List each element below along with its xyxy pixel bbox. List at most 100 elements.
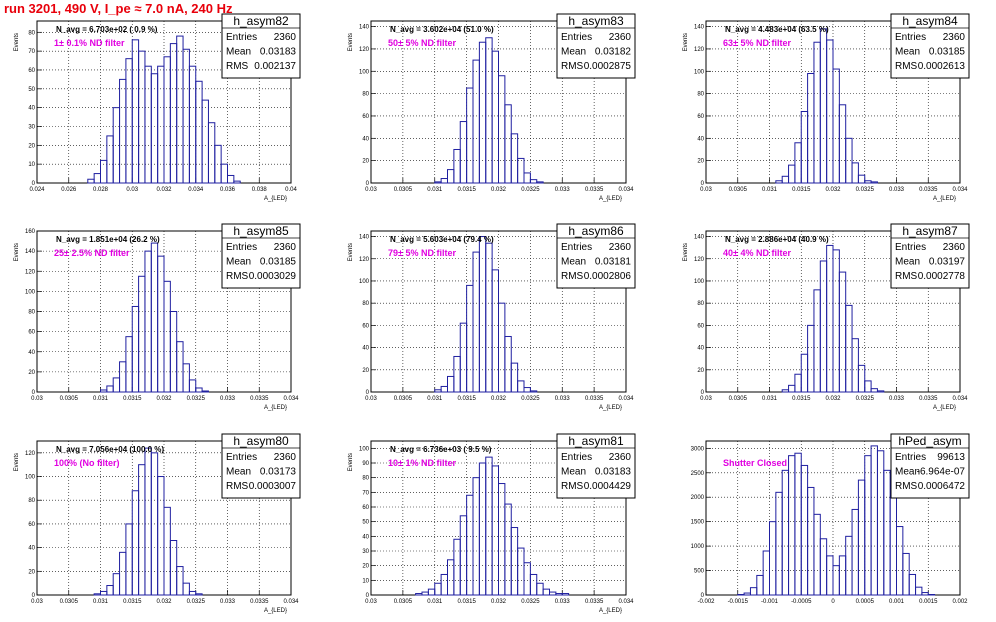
stats-value-entries: 2360 — [943, 242, 966, 253]
x-axis-label: A_{LED} — [264, 196, 287, 202]
y-axis-label: Events — [683, 243, 689, 261]
x-tick-label: 0.0335 — [585, 599, 604, 605]
y-tick-label: 0 — [701, 593, 705, 599]
histogram-series — [415, 456, 570, 596]
histogram-bin — [523, 172, 531, 184]
y-tick-label: 20 — [28, 143, 35, 149]
y-tick-label: 80 — [697, 301, 704, 307]
histogram-bin — [233, 180, 241, 184]
x-axis-label: A_{LED} — [599, 405, 622, 411]
stats-label-rms: RMS — [561, 481, 584, 492]
stats-label-rms: RMS — [895, 61, 918, 72]
stats-label-entries: Entries — [895, 32, 926, 43]
stats-box: hPed_asym Entries 99613 Mean-6.964e-07 RMS 0.… — [890, 433, 970, 499]
y-tick-label: 140 — [359, 235, 370, 241]
stats-value-entries: 2360 — [274, 452, 297, 463]
stats-box-frame — [556, 433, 636, 499]
x-tick-label: 0.034 — [618, 187, 634, 193]
x-tick-label: 0.032 — [825, 187, 841, 193]
x-tick-label: 0.03 — [365, 187, 377, 193]
y-tick-label: 2000 — [691, 495, 705, 501]
y-tick-label: 60 — [362, 323, 369, 329]
histogram-bin — [523, 387, 531, 393]
y-tick-label: 100 — [359, 69, 370, 75]
y-tick-label: 60 — [697, 114, 704, 120]
x-axis-label: A_{LED} — [599, 608, 622, 614]
x-tick-label: 0.033 — [220, 599, 236, 605]
stats-box: h_asym85 Entries 2360 Mean 0.03185 RMS 0.00030… — [221, 223, 301, 289]
x-tick-label: 0.031 — [93, 396, 109, 402]
y-tick-label: 90 — [362, 461, 369, 467]
histogram-bin — [195, 593, 203, 596]
filter-annotation: 40± 4% ND filter — [723, 248, 791, 258]
x-tick-label: 0.0305 — [394, 396, 413, 402]
n-avg-label: N_avg = 5.603e+04 (79.4 %) — [390, 235, 494, 244]
n-avg-label: N_avg = 6.703e+02 ( 0.9 %) — [56, 25, 158, 34]
histogram-bin — [915, 586, 923, 596]
histogram-bin — [864, 380, 872, 393]
filter-annotation: Shutter Closed — [723, 458, 787, 468]
histogram-panel-h_asym85: 0.03 0.0305 0.031 0.0315 0.032 0.0325 0.033 0.0… — [14, 223, 301, 411]
stats-box-frame — [890, 13, 970, 79]
y-tick-label: 80 — [362, 301, 369, 307]
histogram-panel-h_asym80: 0.03 0.0305 0.031 0.0315 0.032 0.0325 0.033 0.0… — [14, 433, 301, 614]
y-tick-label: 20 — [362, 159, 369, 165]
x-tick-label: 0.033 — [889, 396, 905, 402]
x-tick-label: 0.032 — [491, 187, 507, 193]
stats-label-mean: Mean — [561, 467, 586, 478]
y-tick-label: 60 — [362, 114, 369, 120]
x-tick-label: 0.034 — [618, 599, 634, 605]
y-tick-label: 100 — [359, 279, 370, 285]
filter-annotation: 79± 5% ND filter — [388, 248, 456, 258]
y-tick-label: 500 — [694, 569, 705, 575]
stats-value-rms: 0.002137 — [254, 61, 296, 72]
y-tick-label: 80 — [362, 92, 369, 98]
y-tick-label: 60 — [28, 522, 35, 528]
stats-value-rms: 0.0002875 — [584, 61, 632, 72]
y-tick-label: 120 — [359, 257, 370, 263]
y-tick-label: 80 — [28, 30, 35, 36]
histogram-bin — [510, 362, 519, 393]
y-tick-label: 120 — [25, 451, 36, 457]
histogram-name: h_asym83 — [568, 14, 624, 28]
filter-annotation: 50± 5% ND filter — [388, 38, 456, 48]
stats-box-frame — [556, 223, 636, 289]
y-tick-label: 10 — [362, 578, 369, 584]
stats-box: h_asym86 Entries 2360 Mean 0.03181 RMS 0.00028… — [556, 223, 636, 289]
stats-value-rms: 0.0006472 — [918, 481, 966, 492]
y-tick-label: 20 — [697, 368, 704, 374]
stats-box: h_asym84 Entries 2360 Mean 0.03185 RMS 0.00026… — [890, 13, 970, 79]
x-tick-label: 0.031 — [427, 187, 443, 193]
n-avg-label: N_avg = 7.056e+04 (100.0 %) — [56, 445, 164, 454]
histogram-panel-h_asym81: 0.03 0.0305 0.031 0.0315 0.032 0.0325 0.033 0.0… — [348, 433, 636, 614]
histogram-series — [775, 28, 878, 184]
y-axis-label: Events — [14, 243, 20, 261]
histogram-panel-h_asym86: 0.03 0.0305 0.031 0.0315 0.032 0.0325 0.033 0.0… — [348, 223, 636, 411]
y-tick-label: 0 — [701, 390, 705, 396]
histogram-panel-hPed_asym: -0.002 -0.0015 -0.001 -0.0005 0 0.0005 0.001 0.… — [691, 433, 970, 605]
histogram-name: h_asym80 — [233, 434, 289, 448]
x-tick-label: -0.002 — [697, 599, 715, 605]
stats-box-frame — [890, 223, 970, 289]
x-tick-label: 0.002 — [952, 599, 968, 605]
stats-box-frame — [556, 13, 636, 79]
x-tick-label: 0.0005 — [856, 599, 875, 605]
y-tick-label: 60 — [28, 68, 35, 74]
y-tick-label: 40 — [362, 346, 369, 352]
y-axis-label: Events — [348, 243, 354, 261]
stats-value-entries: 2360 — [609, 452, 632, 463]
histogram-bin — [176, 566, 184, 596]
histogram-bin — [227, 174, 235, 184]
y-tick-label: 140 — [694, 25, 705, 31]
y-tick-label: 40 — [362, 136, 369, 142]
histogram-bin — [845, 137, 853, 184]
y-tick-label: 40 — [697, 136, 704, 142]
histogram-panel-h_asym87: 0.03 0.0305 0.031 0.0315 0.032 0.0325 0.033 0.0… — [683, 223, 970, 411]
x-tick-label: 0.0325 — [521, 599, 540, 605]
stats-label-rms: RMS — [226, 481, 249, 492]
stats-label-mean: Mean — [895, 467, 920, 478]
x-tick-label: 0.038 — [252, 187, 268, 193]
stats-value-rms: 0.0003029 — [249, 271, 297, 282]
histogram-bin — [201, 390, 209, 393]
histogram-bin — [908, 573, 917, 596]
